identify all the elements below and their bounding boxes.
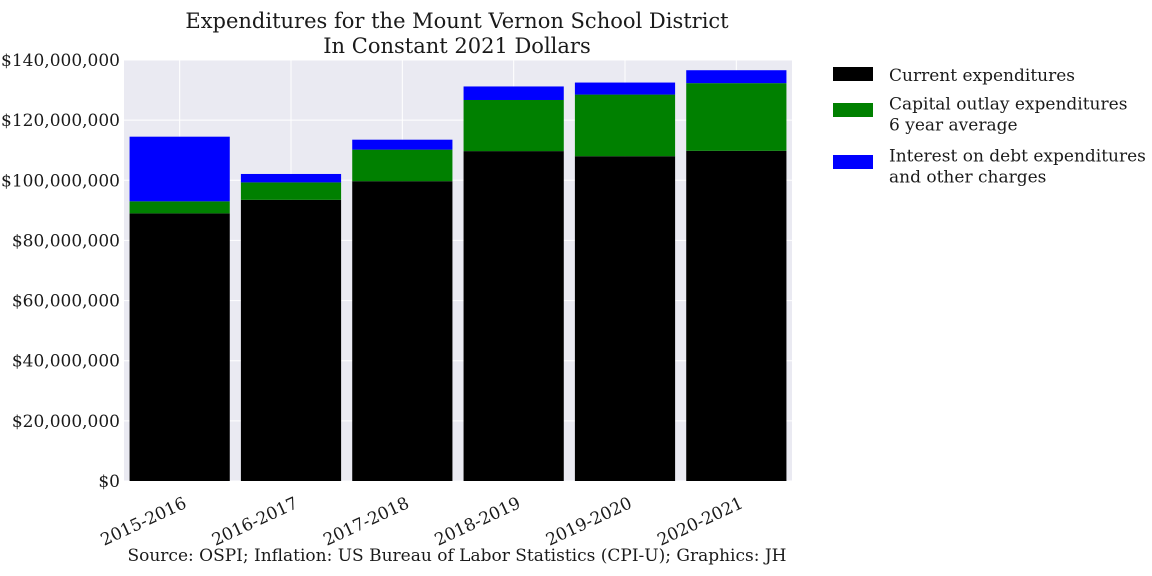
x-tick-label: 2017-2018 bbox=[320, 493, 412, 550]
legend: Current expenditures Capital outlay expen… bbox=[833, 66, 1146, 188]
bar-segment-capital-2016-2017 bbox=[240, 182, 342, 200]
y-tick-label: $20,000,000 bbox=[12, 412, 120, 432]
bar-segment-current-2019-2020 bbox=[574, 156, 676, 481]
y-axis-tick-labels: $0 $20,000,000 $40,000,000 $60,000,000 $80,0… bbox=[1, 51, 120, 492]
legend-swatch-interest bbox=[833, 155, 873, 169]
bar-segment-current-2017-2018 bbox=[352, 181, 453, 481]
y-tick-label: $140,000,000 bbox=[1, 51, 120, 71]
y-tick-label: $120,000,000 bbox=[1, 111, 120, 131]
chart-title-line-2: In Constant 2021 Dollars bbox=[323, 34, 590, 58]
x-tick-label: 2019-2020 bbox=[543, 493, 635, 550]
y-tick-label: $40,000,000 bbox=[12, 352, 120, 372]
source-note: Source: OSPI; Inflation: US Bureau of La… bbox=[127, 546, 786, 566]
bar-segment-interest-2016-2017 bbox=[240, 173, 342, 183]
bar-segment-interest-2019-2020 bbox=[574, 82, 676, 95]
x-tick-label: 2016-2017 bbox=[209, 493, 301, 550]
legend-label-capital: Capital outlay expenditures 6 year averag… bbox=[889, 95, 1127, 136]
bar-segment-current-2018-2019 bbox=[463, 151, 564, 481]
x-axis-tick-labels: 2015-2016 2016-2017 2017-2018 2018-2019 2019… bbox=[98, 493, 747, 550]
y-tick-label: $100,000,000 bbox=[1, 171, 120, 191]
y-tick-label: $0 bbox=[98, 472, 120, 492]
y-tick-label: $60,000,000 bbox=[12, 292, 120, 312]
legend-label-current: Current expenditures bbox=[889, 66, 1075, 86]
x-tick-label: 2020-2021 bbox=[654, 493, 746, 550]
bar-segment-current-2020-2021 bbox=[686, 150, 787, 481]
chart-title: Expenditures for the Mount Vernon School… bbox=[185, 9, 729, 58]
plot-area bbox=[124, 60, 792, 481]
legend-swatch-current bbox=[833, 67, 873, 81]
bar-segment-capital-2020-2021 bbox=[686, 83, 787, 151]
bar-segment-capital-2017-2018 bbox=[352, 149, 453, 182]
bar-segment-interest-2017-2018 bbox=[352, 139, 453, 150]
bar-segment-current-2015-2016 bbox=[129, 213, 230, 481]
bar-segment-capital-2019-2020 bbox=[574, 94, 676, 157]
bar-segment-interest-2020-2021 bbox=[686, 70, 787, 84]
bar-segment-current-2016-2017 bbox=[240, 199, 342, 481]
chart-title-line-1: Expenditures for the Mount Vernon School… bbox=[185, 9, 729, 33]
x-tick-label: 2015-2016 bbox=[98, 493, 190, 550]
bar-segment-interest-2018-2019 bbox=[463, 86, 564, 100]
legend-swatch-capital bbox=[833, 103, 873, 117]
x-tick-label: 2018-2019 bbox=[432, 493, 524, 550]
bars bbox=[129, 70, 787, 481]
bar-segment-capital-2015-2016 bbox=[129, 201, 230, 214]
bar-segment-capital-2018-2019 bbox=[463, 99, 564, 152]
y-tick-label: $80,000,000 bbox=[12, 231, 120, 251]
legend-label-interest: Interest on debt expenditures and other c… bbox=[889, 147, 1146, 188]
bar-segment-interest-2015-2016 bbox=[129, 136, 230, 202]
